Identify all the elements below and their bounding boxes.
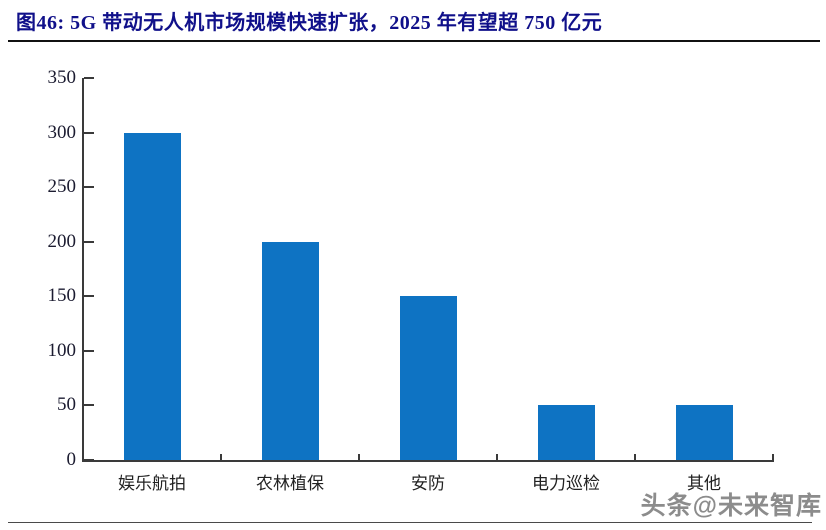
- y-tick-label: 100: [47, 339, 77, 361]
- y-tick: [84, 77, 94, 79]
- x-tick: [634, 454, 636, 460]
- y-tick: [84, 349, 94, 352]
- y-tick: [84, 295, 94, 298]
- bar-3: [537, 405, 595, 460]
- y-tick-label: 300: [47, 121, 77, 143]
- y-tick: [84, 131, 94, 134]
- y-tick: [84, 404, 94, 407]
- bar-1: [261, 241, 319, 460]
- x-category-label: 安防: [411, 474, 445, 493]
- figure-title: 图46: 5G 带动无人机市场规模快速扩张，2025 年有望超 750 亿元: [16, 12, 603, 34]
- watermark: 头条@未来智库: [640, 492, 822, 520]
- y-tick-label: 250: [47, 176, 77, 198]
- x-category-label: 农林植保: [256, 474, 324, 493]
- bottom-divider: [8, 522, 812, 523]
- bar-0: [123, 132, 181, 460]
- y-tick-label: 350: [47, 67, 77, 88]
- bar-2: [399, 296, 457, 460]
- x-tick: [220, 454, 222, 460]
- x-tick: [358, 454, 360, 460]
- bar-4: [675, 405, 733, 460]
- y-axis-line: [82, 78, 84, 462]
- x-tick: [772, 454, 774, 460]
- x-category-label: 娱乐航拍: [118, 474, 186, 493]
- x-category-label: 其他: [687, 474, 721, 493]
- y-tick-label: 0: [66, 449, 77, 470]
- title-divider: [8, 40, 820, 42]
- y-tick-label: 50: [57, 394, 76, 416]
- y-tick-label: 150: [47, 285, 77, 307]
- y-tick: [84, 186, 94, 189]
- y-tick: [84, 459, 94, 461]
- y-tick: [84, 240, 94, 243]
- x-category-label: 电力巡检: [532, 474, 600, 493]
- y-tick-label: 200: [47, 230, 77, 252]
- x-axis-line: [82, 460, 774, 462]
- x-tick: [496, 454, 498, 460]
